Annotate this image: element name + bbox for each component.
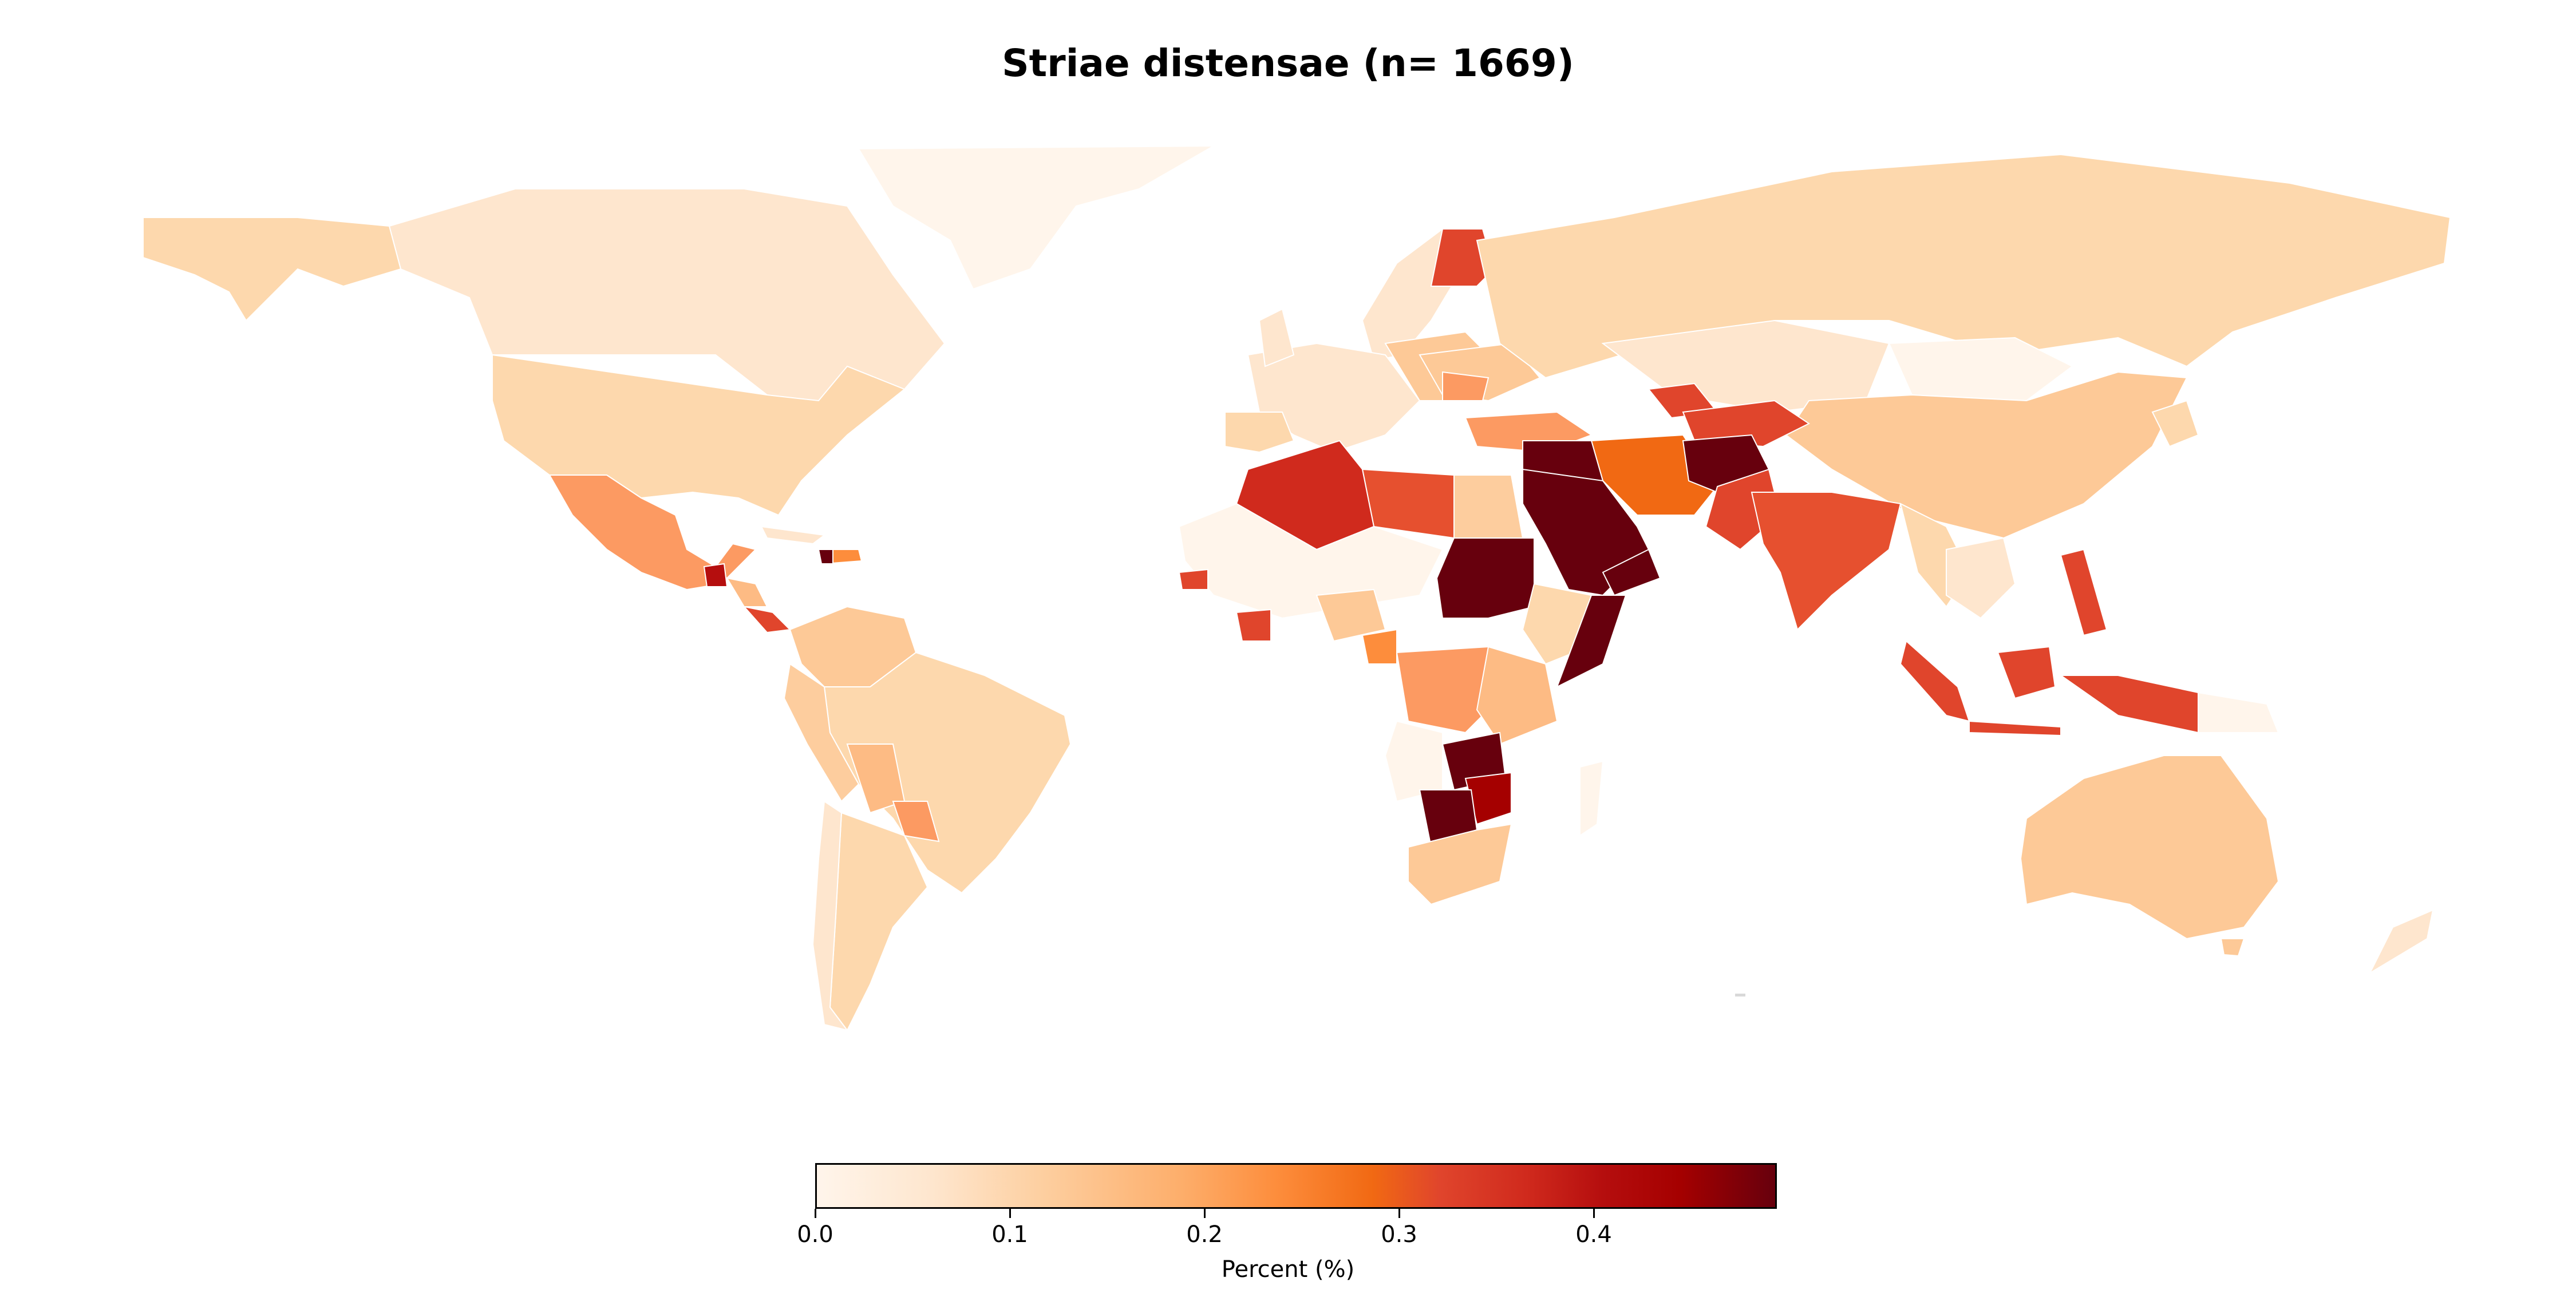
angola[interactable] <box>1384 720 1443 802</box>
haiti[interactable] <box>817 549 833 564</box>
philippines[interactable] <box>2060 548 2108 636</box>
nigeria[interactable] <box>1315 588 1386 642</box>
colorbar-label: Percent (%) <box>1221 1256 1355 1283</box>
egypt[interactable] <box>1453 474 1524 539</box>
sulawesi-papua[interactable] <box>2059 675 2199 734</box>
southeast-asia[interactable] <box>1946 537 2016 619</box>
ivory-coast[interactable] <box>1235 608 1271 642</box>
south-africa[interactable] <box>1408 823 1512 905</box>
mongolia[interactable] <box>1888 337 2073 402</box>
antarctica-speck[interactable] <box>1734 992 1747 998</box>
colorbar-tick-label: 0.4 <box>1575 1221 1612 1248</box>
papua-new-guinea[interactable] <box>2198 691 2279 733</box>
romania-region[interactable] <box>1442 371 1490 401</box>
colorbar-tick-label: 0.0 <box>797 1221 833 1248</box>
colorbar <box>815 1163 1777 1209</box>
china[interactable] <box>1785 371 2188 539</box>
somalia[interactable] <box>1556 595 1627 689</box>
central-america[interactable] <box>725 577 768 607</box>
guatemala[interactable] <box>703 563 728 587</box>
australia[interactable] <box>2020 755 2279 940</box>
greenland[interactable] <box>858 145 1216 290</box>
iberia[interactable] <box>1224 412 1295 453</box>
madagascar[interactable] <box>1579 760 1604 837</box>
nicaragua-costa-rica[interactable] <box>742 606 792 634</box>
cameroon[interactable] <box>1361 628 1397 665</box>
colorbar-tick-mark <box>815 1209 816 1218</box>
colorbar-tick-label: 0.3 <box>1381 1221 1417 1248</box>
colorbar-tick-label: 0.2 <box>1186 1221 1223 1248</box>
peru[interactable] <box>783 663 860 802</box>
east-africa[interactable] <box>1476 646 1558 745</box>
sudan[interactable] <box>1436 537 1535 619</box>
chile[interactable] <box>812 800 849 1031</box>
alaska[interactable] <box>143 217 402 322</box>
java[interactable] <box>1969 720 2061 737</box>
korea-japan[interactable] <box>2151 400 2199 448</box>
yemen-oman[interactable] <box>1602 548 1661 596</box>
mexico[interactable] <box>548 474 757 591</box>
colorbar-tick-mark <box>1593 1209 1595 1218</box>
sumatra[interactable] <box>1899 640 1970 722</box>
tasmania[interactable] <box>2220 938 2245 957</box>
colorbar-tick-mark <box>1204 1209 1206 1218</box>
colorbar-tick-label: 0.1 <box>991 1221 1028 1248</box>
colorbar-tick-mark <box>1009 1209 1011 1218</box>
paraguay[interactable] <box>892 801 940 843</box>
central-asia[interactable] <box>1682 400 1810 448</box>
new-zealand[interactable] <box>2368 909 2434 975</box>
map-title: Striae distensae (n= 1669) <box>1002 41 1574 85</box>
cuba[interactable] <box>760 525 826 545</box>
uk[interactable] <box>1258 308 1295 367</box>
usa[interactable] <box>492 354 906 516</box>
senegal[interactable] <box>1178 568 1208 590</box>
india[interactable] <box>1751 492 1902 631</box>
colorbar-tick-mark <box>1398 1209 1400 1218</box>
borneo[interactable] <box>1997 646 2056 699</box>
